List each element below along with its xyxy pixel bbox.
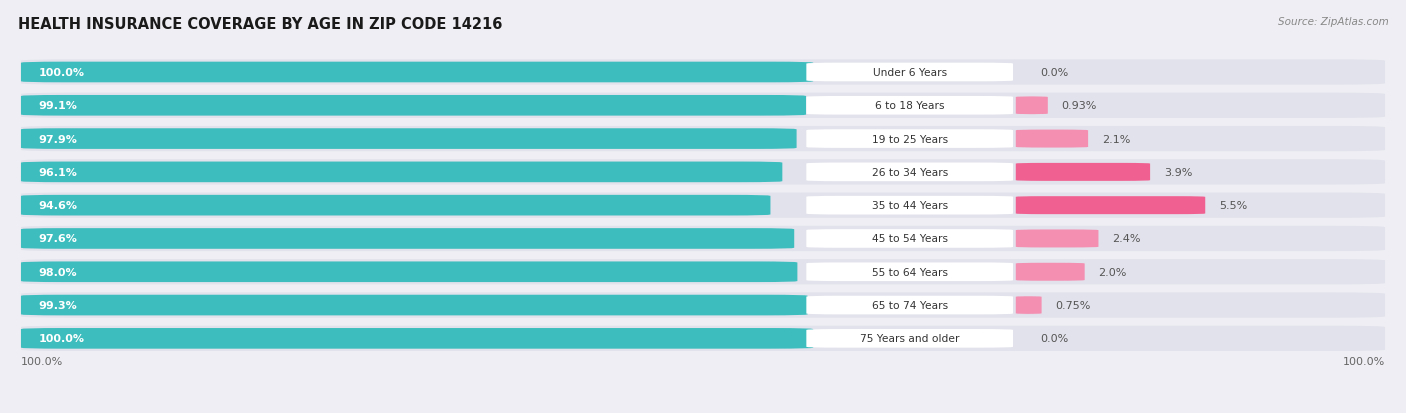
Text: 97.9%: 97.9%	[39, 134, 77, 144]
Text: 0.75%: 0.75%	[1056, 300, 1091, 310]
Text: Under 6 Years: Under 6 Years	[873, 68, 946, 78]
Text: 35 to 44 Years: 35 to 44 Years	[872, 201, 948, 211]
FancyBboxPatch shape	[1015, 164, 1150, 181]
FancyBboxPatch shape	[1015, 97, 1047, 115]
Text: 65 to 74 Years: 65 to 74 Years	[872, 300, 948, 310]
FancyBboxPatch shape	[21, 96, 806, 116]
FancyBboxPatch shape	[806, 196, 1012, 215]
FancyBboxPatch shape	[806, 296, 1012, 315]
Text: 100.0%: 100.0%	[1343, 356, 1385, 366]
Text: 45 to 54 Years: 45 to 54 Years	[872, 234, 948, 244]
FancyBboxPatch shape	[21, 295, 807, 316]
Text: 99.1%: 99.1%	[39, 101, 77, 111]
Text: 5.5%: 5.5%	[1219, 201, 1247, 211]
FancyBboxPatch shape	[1015, 263, 1084, 281]
FancyBboxPatch shape	[806, 130, 1012, 149]
Text: 2.1%: 2.1%	[1102, 134, 1130, 144]
FancyBboxPatch shape	[806, 230, 1012, 248]
FancyBboxPatch shape	[21, 129, 797, 150]
Text: Source: ZipAtlas.com: Source: ZipAtlas.com	[1278, 17, 1389, 26]
Text: 75 Years and older: 75 Years and older	[860, 334, 959, 344]
Text: 96.1%: 96.1%	[39, 167, 77, 178]
FancyBboxPatch shape	[1015, 230, 1098, 248]
Text: 2.4%: 2.4%	[1112, 234, 1140, 244]
FancyBboxPatch shape	[21, 160, 1385, 185]
Text: 0.93%: 0.93%	[1062, 101, 1097, 111]
FancyBboxPatch shape	[21, 262, 797, 282]
FancyBboxPatch shape	[21, 293, 1385, 318]
Text: 26 to 34 Years: 26 to 34 Years	[872, 167, 948, 178]
Text: 100.0%: 100.0%	[21, 356, 63, 366]
Text: 6 to 18 Years: 6 to 18 Years	[875, 101, 945, 111]
FancyBboxPatch shape	[806, 329, 1012, 348]
Text: HEALTH INSURANCE COVERAGE BY AGE IN ZIP CODE 14216: HEALTH INSURANCE COVERAGE BY AGE IN ZIP …	[18, 17, 503, 31]
FancyBboxPatch shape	[21, 195, 770, 216]
FancyBboxPatch shape	[21, 226, 1385, 252]
FancyBboxPatch shape	[21, 328, 813, 349]
FancyBboxPatch shape	[806, 97, 1012, 115]
FancyBboxPatch shape	[21, 127, 1385, 152]
FancyBboxPatch shape	[21, 62, 813, 83]
Text: 0.0%: 0.0%	[1040, 334, 1069, 344]
Text: 19 to 25 Years: 19 to 25 Years	[872, 134, 948, 144]
FancyBboxPatch shape	[21, 193, 1385, 218]
FancyBboxPatch shape	[21, 228, 794, 249]
FancyBboxPatch shape	[806, 64, 1012, 82]
FancyBboxPatch shape	[21, 259, 1385, 285]
Text: 0.0%: 0.0%	[1040, 68, 1069, 78]
Text: 100.0%: 100.0%	[39, 68, 84, 78]
Text: 97.6%: 97.6%	[39, 234, 77, 244]
Text: 98.0%: 98.0%	[39, 267, 77, 277]
FancyBboxPatch shape	[806, 163, 1012, 182]
FancyBboxPatch shape	[1015, 197, 1205, 215]
FancyBboxPatch shape	[21, 162, 782, 183]
Text: 100.0%: 100.0%	[39, 334, 84, 344]
FancyBboxPatch shape	[21, 60, 1385, 85]
Text: 99.3%: 99.3%	[39, 300, 77, 310]
Text: 3.9%: 3.9%	[1164, 167, 1192, 178]
FancyBboxPatch shape	[21, 93, 1385, 119]
Text: 94.6%: 94.6%	[39, 201, 77, 211]
FancyBboxPatch shape	[21, 326, 1385, 351]
FancyBboxPatch shape	[1014, 297, 1043, 314]
FancyBboxPatch shape	[1015, 130, 1088, 148]
Text: 2.0%: 2.0%	[1098, 267, 1126, 277]
Text: 55 to 64 Years: 55 to 64 Years	[872, 267, 948, 277]
FancyBboxPatch shape	[806, 263, 1012, 281]
